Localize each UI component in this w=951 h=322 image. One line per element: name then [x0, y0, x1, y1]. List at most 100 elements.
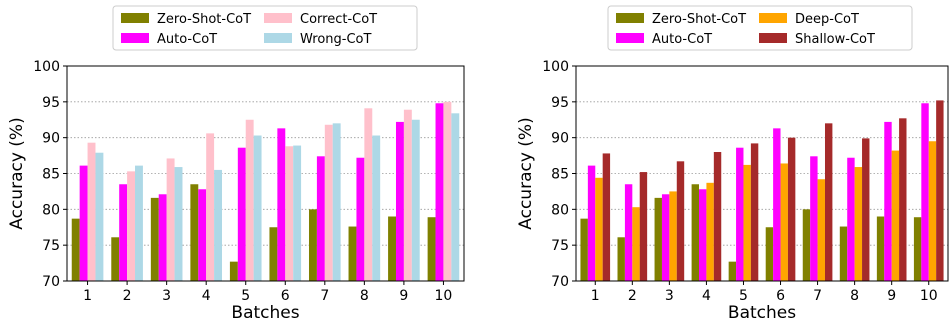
bar-zero-shot-cot-1: [580, 218, 588, 281]
bar-correct-cot-3: [166, 158, 175, 281]
bar-deep-cot-4: [706, 182, 714, 281]
bar-zero-shot-cot-8: [839, 226, 848, 281]
bar-auto-cot-8: [847, 157, 855, 281]
y-tick-label: 90: [42, 131, 60, 147]
x-tick-label: 9: [887, 288, 896, 304]
bar-correct-cot-8: [364, 108, 373, 282]
legend-label-wrong-cot: Wrong-CoT: [300, 32, 371, 47]
bar-auto-cot-9: [395, 121, 404, 282]
y-tick-label: 100: [33, 59, 60, 75]
x-tick-label: 1: [83, 288, 92, 304]
bar-correct-cot-7: [324, 124, 333, 282]
legend-label-auto-cot: Auto-CoT: [652, 32, 712, 47]
bar-auto-cot-4: [198, 189, 207, 281]
bar-zero-shot-cot-10: [913, 217, 922, 281]
bar-zero-shot-cot-4: [691, 184, 700, 281]
series-zero-shot-cot: [71, 184, 436, 281]
bar-shallow-cot-9: [899, 118, 907, 281]
series-wrong-cot: [95, 113, 460, 281]
bar-wrong-cot-7: [332, 123, 341, 281]
bar-zero-shot-cot-9: [876, 216, 885, 281]
chart-panel-2: 70 75 80 85 90 95 100 1 2 3 4 5 6 7 8 9 10 Batches Accurac…: [516, 5, 949, 322]
legend-label-zero-shot-cot: Zero-Shot-CoT: [157, 12, 251, 27]
bar-deep-cot-6: [780, 163, 788, 281]
bar-deep-cot-1: [595, 177, 603, 281]
series-deep-cot: [595, 141, 937, 281]
x-tick-label: 4: [202, 288, 211, 304]
bar-wrong-cot-4: [214, 169, 223, 281]
bar-wrong-cot-1: [95, 152, 104, 281]
legend-label-auto-cot: Auto-CoT: [157, 32, 217, 47]
bar-auto-cot-4: [699, 189, 707, 281]
bar-wrong-cot-6: [293, 145, 302, 281]
bar-correct-cot-10: [443, 101, 452, 281]
bar-zero-shot-cot-2: [111, 237, 120, 281]
bar-zero-shot-cot-6: [765, 227, 774, 281]
bar-auto-cot-10: [921, 103, 929, 282]
bar-zero-shot-cot-8: [348, 226, 357, 281]
bar-zero-shot-cot-3: [150, 197, 159, 281]
x-tick-label: 6: [281, 288, 290, 304]
bar-wrong-cot-9: [411, 119, 420, 281]
bar-auto-cot-7: [316, 156, 325, 281]
bar-correct-cot-6: [285, 146, 294, 281]
y-tick-label: 85: [551, 167, 569, 183]
bar-auto-cot-6: [277, 128, 286, 281]
bar-correct-cot-2: [127, 171, 136, 281]
bar-shallow-cot-6: [787, 137, 796, 281]
y-tick-label: 80: [42, 202, 60, 218]
x-tick-label: 7: [320, 288, 329, 304]
legend-swatch-auto-cot: [616, 33, 644, 43]
bar-shallow-cot-10: [936, 100, 944, 282]
legend-swatch-wrong-cot: [264, 33, 292, 43]
y-tick-label: 95: [42, 95, 60, 111]
bar-zero-shot-cot-9: [388, 216, 396, 281]
bar-shallow-cot-5: [750, 143, 759, 281]
series-zero-shot-cot: [580, 184, 922, 281]
legend-frame: [112, 5, 418, 51]
x-axis-label: Batches: [728, 303, 796, 322]
legend-label-deep-cot: Deep-CoT: [795, 12, 859, 27]
legend: Zero-Shot-CoT Auto-CoT Deep-CoT Shallow-CoT: [607, 5, 913, 51]
x-tick-label: 4: [702, 288, 711, 304]
bar-correct-cot-5: [245, 119, 254, 281]
bar-wrong-cot-3: [174, 167, 183, 281]
bar-auto-cot-5: [736, 147, 744, 281]
x-tick-label: 7: [813, 288, 822, 304]
bar-auto-cot-1: [587, 165, 596, 281]
bar-auto-cot-5: [237, 147, 246, 281]
series-auto-cot: [587, 103, 929, 282]
x-tick-label: 1: [591, 288, 600, 304]
bar-deep-cot-9: [891, 150, 900, 281]
bar-shallow-cot-3: [676, 161, 685, 281]
y-axis-label: Accuracy (%): [7, 117, 27, 229]
bar-correct-cot-4: [206, 133, 215, 281]
y-tick-label: 75: [42, 238, 60, 254]
bar-correct-cot-1: [87, 142, 96, 281]
bar-zero-shot-cot-2: [617, 237, 625, 281]
x-axis-label: Batches: [231, 303, 299, 322]
x-tick-label: 5: [241, 288, 250, 304]
legend-label-correct-cot: Correct-CoT: [300, 12, 377, 27]
x-tick-label: 3: [162, 288, 171, 304]
x-tick-label: 8: [850, 288, 859, 304]
bar-shallow-cot-2: [639, 172, 648, 281]
x-tick-label: 8: [360, 288, 369, 304]
bar-auto-cot-10: [435, 103, 444, 282]
bar-auto-cot-3: [661, 194, 670, 281]
y-tick-label: 75: [551, 238, 569, 254]
legend-swatch-zero-shot-cot: [616, 13, 644, 23]
series-correct-cot: [87, 101, 452, 282]
bar-zero-shot-cot-10: [427, 217, 436, 281]
legend-swatch-correct-cot: [264, 13, 292, 23]
bar-deep-cot-10: [928, 141, 937, 281]
bar-wrong-cot-8: [372, 135, 381, 281]
bar-auto-cot-2: [624, 184, 633, 281]
legend: Zero-Shot-CoT Auto-CoT Correct-CoT Wrong-Co…: [112, 5, 418, 51]
legend-swatch-zero-shot-cot: [121, 13, 149, 23]
bar-shallow-cot-7: [824, 123, 833, 281]
bar-zero-shot-cot-1: [71, 218, 80, 281]
y-tick-label: 70: [551, 274, 569, 290]
bar-shallow-cot-4: [713, 152, 722, 281]
bar-zero-shot-cot-4: [190, 184, 199, 281]
